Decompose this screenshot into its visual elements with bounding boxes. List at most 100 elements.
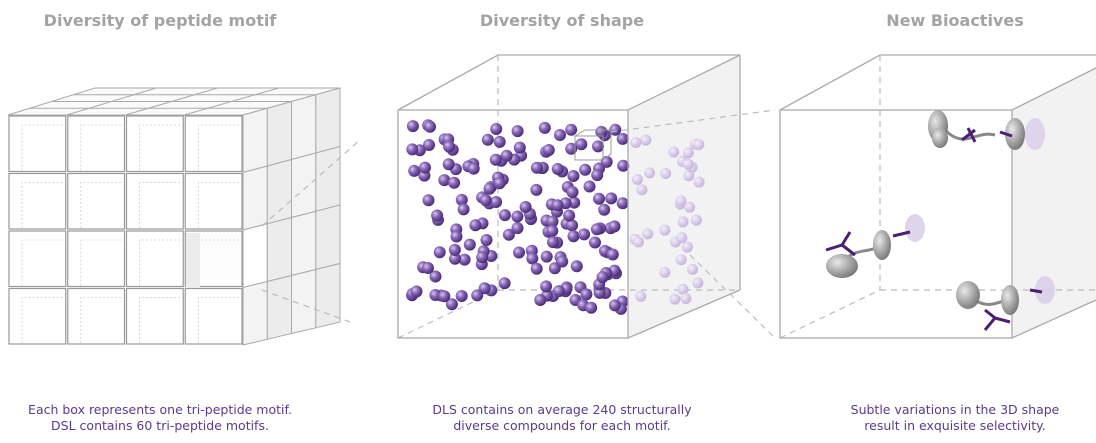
- compound: [546, 215, 559, 228]
- compound: [433, 246, 446, 259]
- compound: [471, 289, 484, 302]
- connector: [261, 289, 351, 323]
- compound: [598, 203, 611, 216]
- compound: [489, 153, 502, 166]
- cube-front: [779, 109, 1013, 339]
- grid-cell: [8, 230, 67, 288]
- compounds: [406, 119, 705, 315]
- compound: [467, 162, 480, 175]
- compound: [540, 250, 553, 263]
- caption: Each box represents one tri-peptide moti…: [28, 402, 292, 417]
- grid-cell: [125, 172, 184, 230]
- compound: [681, 241, 693, 253]
- compound: [617, 159, 630, 172]
- compound: [692, 277, 704, 289]
- compound: [493, 135, 506, 148]
- compound: [498, 277, 511, 290]
- compound: [463, 238, 476, 251]
- zoom-box: [574, 135, 604, 161]
- compound: [687, 263, 699, 275]
- compound: [633, 236, 644, 248]
- compound: [546, 224, 559, 237]
- caption: diverse compounds for each motif.: [453, 418, 670, 433]
- grid-side-cell: [315, 262, 341, 329]
- cube-edge: [1011, 67, 1096, 111]
- compound: [422, 194, 435, 207]
- grid-line: [184, 87, 279, 116]
- grid-cell: [8, 115, 67, 173]
- grid-inner: [197, 124, 241, 171]
- compound: [478, 282, 491, 295]
- compound: [442, 158, 455, 171]
- grid-inner: [197, 297, 241, 343]
- compound: [567, 230, 580, 243]
- compound: [591, 169, 604, 182]
- compound: [608, 220, 621, 233]
- compound: [693, 176, 705, 188]
- molecule: [928, 110, 1045, 150]
- compound: [469, 219, 482, 232]
- grid-side-cell: [242, 223, 268, 289]
- cube-edge: [1011, 299, 1096, 339]
- caption: DSL contains 60 tri-peptide motifs.: [51, 418, 269, 433]
- molecule: [825, 214, 925, 278]
- compound: [593, 192, 605, 205]
- compound: [455, 193, 468, 206]
- compound: [684, 201, 696, 213]
- connector: [610, 109, 776, 133]
- grid-cell: [125, 115, 184, 173]
- grid-inner: [21, 182, 65, 228]
- cube-edge: [627, 289, 741, 339]
- grid-side-cell: [266, 158, 292, 225]
- shape-cube: [397, 54, 741, 339]
- compound: [480, 234, 493, 246]
- compound: [609, 123, 622, 136]
- compound: [424, 120, 436, 133]
- compound: [419, 161, 431, 174]
- compound: [605, 192, 618, 205]
- compound: [476, 251, 489, 264]
- caption: Subtle variations in the 3D shape: [851, 402, 1060, 417]
- compound: [406, 143, 419, 156]
- compound: [445, 298, 458, 311]
- grid-side-cell: [291, 210, 317, 277]
- zoom-box: [574, 129, 612, 161]
- compound: [519, 201, 532, 213]
- connector: [689, 254, 776, 339]
- grid-inner: [139, 239, 183, 286]
- heading: Diversity of shape: [480, 11, 644, 30]
- compound: [438, 290, 451, 303]
- compound: [457, 203, 470, 216]
- compound: [556, 255, 569, 268]
- grid-cell: [184, 172, 243, 230]
- grid-side-cell: [266, 100, 292, 167]
- grid-inner: [139, 124, 183, 171]
- compound: [644, 167, 656, 179]
- compound: [680, 293, 692, 304]
- grid-side-cell: [242, 107, 268, 174]
- compound: [690, 214, 702, 226]
- compound: [513, 141, 526, 154]
- compound: [616, 197, 629, 210]
- motif-grid: [7, 87, 341, 346]
- compound: [593, 286, 606, 299]
- compound: [659, 266, 671, 278]
- compound: [565, 142, 578, 155]
- caption: result in exquisite selectivity.: [864, 418, 1045, 433]
- compound: [595, 125, 608, 138]
- compound: [563, 209, 576, 222]
- compound: [410, 285, 423, 298]
- compound: [567, 170, 580, 182]
- grid-inner: [197, 182, 241, 228]
- compound: [540, 280, 553, 293]
- compound: [636, 184, 648, 196]
- compound: [677, 216, 689, 228]
- compound: [592, 140, 604, 153]
- compound: [590, 223, 603, 236]
- compound: [565, 123, 578, 136]
- compound: [513, 246, 525, 259]
- grid-cell: [67, 115, 126, 173]
- grid-inner: [80, 297, 124, 343]
- compound: [429, 270, 442, 283]
- compound: [578, 228, 591, 241]
